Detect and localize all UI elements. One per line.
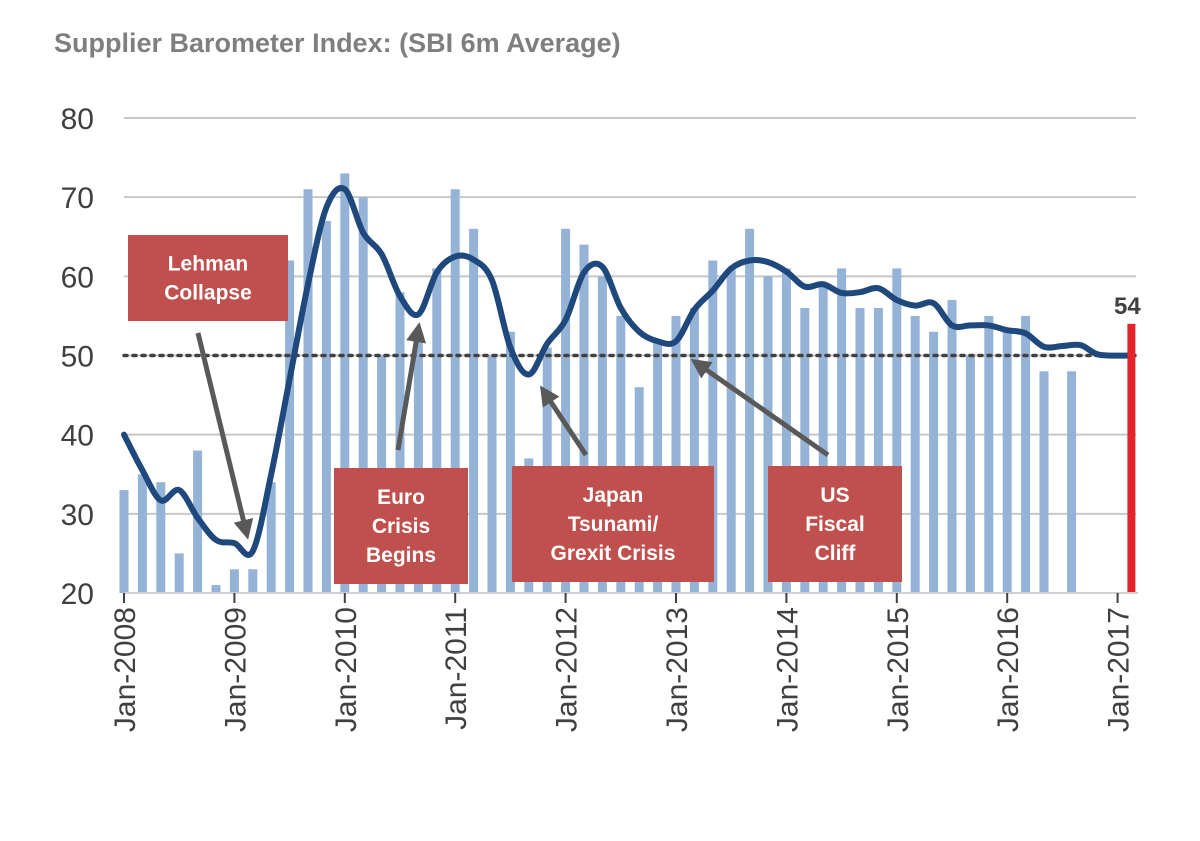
bar	[616, 315, 626, 593]
latest-value-label: 54	[1114, 293, 1141, 320]
y-tick-label: 20	[61, 578, 94, 611]
annotation-box	[512, 466, 714, 582]
bar	[965, 355, 975, 593]
y-tick-label: 50	[61, 341, 94, 374]
bar	[708, 260, 718, 593]
bar	[726, 268, 736, 593]
x-tick-label: Jan-2010	[330, 607, 363, 732]
bar	[561, 228, 571, 594]
bar	[947, 300, 957, 593]
bar	[892, 268, 902, 593]
bar	[781, 268, 791, 593]
bar	[505, 331, 515, 593]
x-tick-label: Jan-2011	[440, 607, 473, 730]
bar	[800, 308, 810, 593]
bar	[358, 197, 368, 593]
bar	[910, 315, 920, 593]
bar	[597, 276, 607, 593]
x-tick-label: Jan-2016	[992, 607, 1025, 732]
chart-title: Supplier Barometer Index: (SBI 6m Averag…	[54, 28, 621, 58]
bar	[855, 308, 865, 593]
annotation-text: Japan	[583, 484, 644, 507]
annotation-arrow	[195, 332, 254, 540]
bar	[248, 569, 258, 593]
x-tick-label: Jan-2017	[1103, 607, 1136, 732]
bar	[229, 569, 239, 593]
annotation-text: Euro	[377, 486, 425, 509]
annotation-text: Lehman	[168, 253, 249, 276]
x-tick-label: Jan-2014	[771, 607, 804, 732]
bar	[340, 173, 350, 593]
bar	[984, 315, 994, 593]
annotation-box	[334, 468, 468, 584]
annotation-arrow	[540, 385, 589, 457]
annotation-arrow	[690, 358, 830, 458]
bar	[671, 315, 681, 593]
y-tick-label: 30	[61, 499, 94, 532]
bar	[689, 308, 699, 593]
x-tick-label: Jan-2009	[219, 607, 252, 732]
bar	[285, 260, 295, 593]
annotation-text: Grexit Crisis	[551, 542, 676, 565]
x-tick-label: Jan-2013	[661, 607, 694, 732]
bar	[837, 268, 847, 593]
y-tick-label: 60	[61, 261, 94, 294]
axes: 20 30 40 50 60 70 80 Jan-2008 Jan-2009 Jan-2010 Ja…	[61, 103, 1138, 732]
bar	[818, 284, 828, 593]
annotations: Lehman Collapse Euro Crisis Begins Japan Tsuna…	[128, 235, 902, 584]
annotation-arrows	[195, 322, 830, 540]
bar	[174, 553, 184, 593]
annotation-box	[768, 466, 902, 582]
x-tick-label: Jan-2008	[109, 607, 142, 732]
bar	[432, 268, 442, 593]
bar	[266, 482, 276, 593]
y-tick-label: 80	[61, 103, 94, 136]
annotation-text: Fiscal	[805, 513, 865, 536]
bar	[137, 474, 147, 593]
line-series	[121, 185, 1135, 558]
bar	[873, 308, 883, 593]
bar	[929, 331, 939, 593]
bar	[1067, 371, 1077, 593]
annotation-text: US	[820, 484, 849, 507]
highlight-bar: 54	[1114, 293, 1141, 593]
bar	[321, 220, 331, 593]
annotation-text: Cliff	[815, 542, 857, 565]
bar	[763, 276, 773, 593]
bar	[119, 490, 129, 593]
bar	[745, 228, 755, 594]
annotation-text: Collapse	[164, 282, 252, 305]
bar	[1002, 331, 1012, 593]
bar	[156, 482, 166, 593]
bar	[487, 355, 497, 593]
y-tick-label: 70	[61, 182, 94, 215]
annotation-text: Begins	[366, 544, 436, 567]
annotation-text: Crisis	[372, 515, 430, 538]
annotation-text: Tsunami/	[568, 513, 659, 536]
bar	[303, 189, 313, 593]
bar	[413, 339, 423, 593]
bar	[579, 244, 589, 593]
bar	[469, 228, 479, 594]
x-tick-label: Jan-2012	[551, 607, 584, 732]
bar	[1021, 315, 1031, 593]
x-tick-label: Jan-2015	[882, 607, 915, 732]
y-tick-label: 40	[61, 420, 94, 453]
bar	[450, 189, 460, 593]
bar	[1039, 371, 1049, 593]
latest-value-bar	[1127, 323, 1136, 593]
sbi-average-line	[121, 185, 1135, 558]
annotation-box	[128, 235, 288, 321]
annotation-arrow	[395, 322, 427, 451]
bar	[211, 585, 221, 593]
